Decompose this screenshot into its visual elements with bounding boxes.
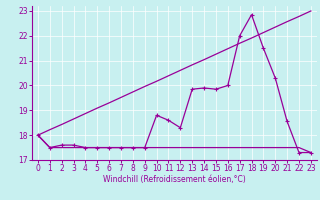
X-axis label: Windchill (Refroidissement éolien,°C): Windchill (Refroidissement éolien,°C) (103, 175, 246, 184)
